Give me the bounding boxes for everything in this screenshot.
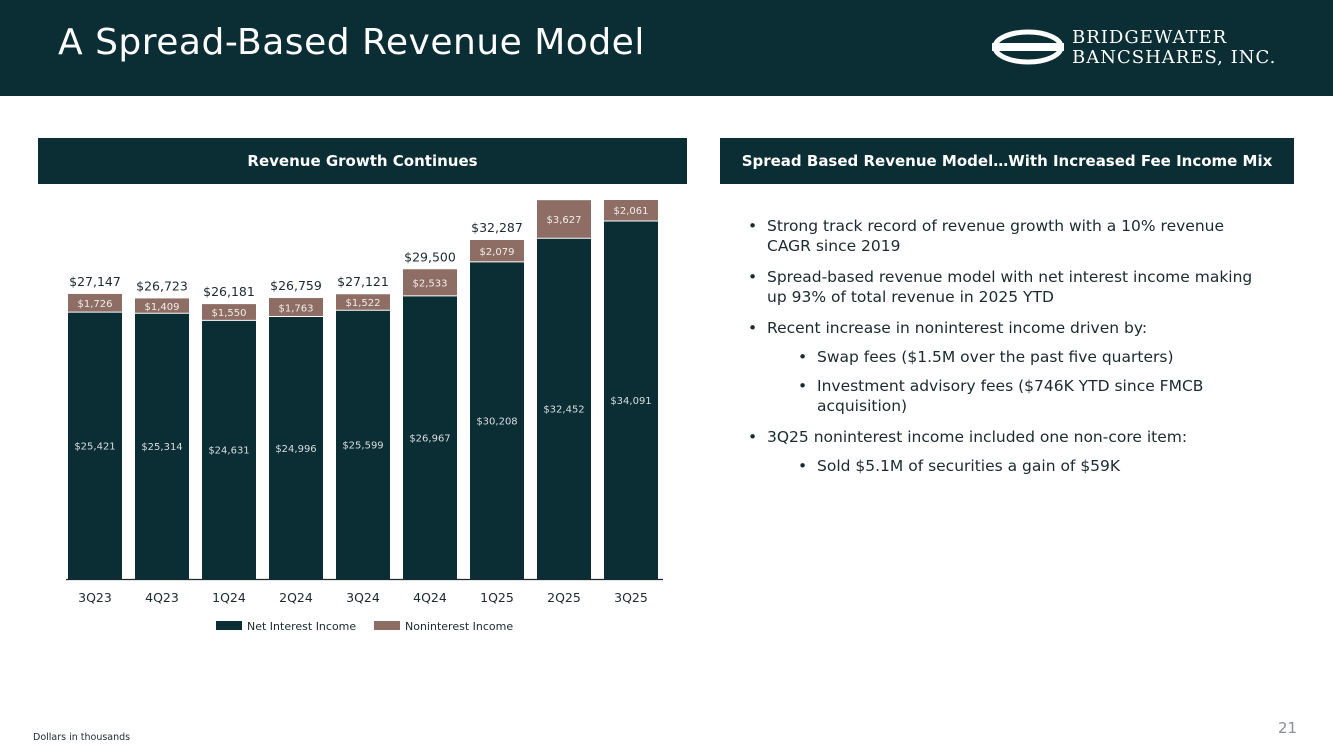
data-label-noninterest-income: $2,079 bbox=[480, 247, 515, 258]
sub-bullet-item: • Investment advisory fees ($746K YTD sin… bbox=[748, 376, 1268, 416]
bridgewater-logo-icon bbox=[992, 29, 1064, 65]
bullet-dot-icon: • bbox=[798, 377, 808, 395]
header-bar: A Spread-Based Revenue Model BRIDGEWATER… bbox=[0, 0, 1333, 96]
data-label-noninterest-income: $1,726 bbox=[78, 299, 113, 310]
x-tick-label: 2Q25 bbox=[547, 590, 581, 605]
bar-net-interest-income bbox=[604, 221, 658, 579]
data-label-total: $27,121 bbox=[337, 274, 389, 289]
bar-noninterest-income bbox=[135, 298, 189, 314]
logo-text-line2: BANCSHARES, INC. bbox=[1072, 47, 1277, 68]
bar-noninterest-income bbox=[470, 239, 524, 262]
bullet-text: Spread-based revenue model with net inte… bbox=[767, 268, 1253, 306]
sub-bullet-item: • Sold $5.1M of securities a gain of $59K bbox=[748, 456, 1268, 476]
x-tick-label: 1Q24 bbox=[212, 590, 246, 605]
x-tick-label: 4Q24 bbox=[413, 590, 447, 605]
revenue-chart: $25,421 $1,726 $27,147 3Q23 $25,314 $1,409 $26… bbox=[66, 200, 663, 633]
data-label-noninterest-income: $1,550 bbox=[212, 308, 247, 319]
data-label-noninterest-income: $1,522 bbox=[346, 298, 381, 309]
data-label-total: $26,723 bbox=[136, 278, 188, 293]
bar-noninterest-income bbox=[68, 293, 122, 313]
data-label-total: $26,759 bbox=[270, 278, 322, 293]
bar-noninterest-income bbox=[269, 298, 323, 317]
bullet-dot-icon: • bbox=[748, 217, 758, 235]
page-number: 21 bbox=[1278, 719, 1298, 737]
data-label-net-interest-income: $25,314 bbox=[141, 442, 182, 453]
bar-net-interest-income bbox=[135, 313, 189, 579]
x-tick-label: 1Q25 bbox=[480, 590, 514, 605]
legend-swatch-noninterest-income bbox=[374, 621, 400, 630]
bar-net-interest-income bbox=[269, 316, 323, 579]
bullet-text: Investment advisory fees ($746K YTD sinc… bbox=[817, 377, 1204, 415]
bar-net-interest-income bbox=[470, 261, 524, 579]
bullet-text: Swap fees ($1.5M over the past five quar… bbox=[817, 348, 1174, 366]
data-label-noninterest-income: $1,763 bbox=[279, 303, 314, 314]
x-tick-label: 4Q23 bbox=[145, 590, 179, 605]
bar-noninterest-income bbox=[336, 294, 390, 311]
bar-noninterest-income bbox=[537, 200, 591, 239]
bullet-item: • Recent increase in noninterest income d… bbox=[748, 318, 1268, 338]
bullet-dot-icon: • bbox=[798, 348, 808, 366]
bar-noninterest-income bbox=[202, 304, 256, 321]
data-label-net-interest-income: $25,599 bbox=[342, 441, 383, 452]
data-label-total: $26,181 bbox=[203, 284, 255, 299]
bullet-dot-icon: • bbox=[748, 428, 758, 446]
sub-bullet-item: • Swap fees ($1.5M over the past five qua… bbox=[748, 347, 1268, 367]
bullet-dot-icon: • bbox=[748, 268, 758, 286]
data-label-total: $32,287 bbox=[471, 220, 523, 235]
bar-net-interest-income bbox=[403, 295, 457, 579]
x-tick-label: 3Q23 bbox=[78, 590, 112, 605]
x-tick-label: 2Q24 bbox=[279, 590, 313, 605]
data-label-net-interest-income: $25,421 bbox=[74, 442, 115, 453]
bar-net-interest-income bbox=[68, 312, 122, 579]
data-label-net-interest-income: $26,967 bbox=[409, 433, 450, 444]
x-tick-label: 3Q24 bbox=[346, 590, 380, 605]
data-label-net-interest-income: $30,208 bbox=[476, 416, 517, 427]
x-tick-label: 3Q25 bbox=[614, 590, 648, 605]
company-logo: BRIDGEWATER BANCSHARES, INC. bbox=[992, 25, 1282, 71]
bullet-text: Strong track record of revenue growth wi… bbox=[767, 217, 1225, 255]
left-panel-title: Revenue Growth Continues bbox=[38, 138, 687, 184]
bar-noninterest-income bbox=[403, 269, 457, 296]
bar-net-interest-income bbox=[202, 320, 256, 579]
bar-noninterest-income bbox=[604, 200, 658, 222]
bar-net-interest-income bbox=[336, 310, 390, 579]
bullet-item: • Strong track record of revenue growth w… bbox=[748, 216, 1268, 256]
data-label-noninterest-income: $1,409 bbox=[145, 302, 180, 313]
data-label-net-interest-income: $34,091 bbox=[610, 396, 651, 407]
footnote: Dollars in thousands bbox=[33, 732, 131, 743]
logo-text-line1: BRIDGEWATER bbox=[1072, 27, 1228, 48]
bullet-text: Recent increase in noninterest income dr… bbox=[767, 319, 1148, 337]
legend-label-net-interest-income: Net Interest Income bbox=[247, 620, 356, 633]
page-title: A Spread-Based Revenue Model bbox=[58, 22, 645, 63]
bullet-dot-icon: • bbox=[748, 319, 758, 337]
data-label-total: $29,500 bbox=[404, 249, 456, 264]
data-label-net-interest-income: $24,631 bbox=[208, 446, 249, 457]
data-label-total: $27,147 bbox=[69, 274, 121, 289]
bullet-text: Sold $5.1M of securities a gain of $59K bbox=[817, 457, 1121, 475]
bullet-item: • 3Q25 noninterest income included one no… bbox=[748, 427, 1268, 447]
data-label-net-interest-income: $32,452 bbox=[543, 405, 584, 416]
data-label-noninterest-income: $2,533 bbox=[413, 279, 448, 290]
bullet-text: 3Q25 noninterest income included one non… bbox=[767, 428, 1188, 446]
bullet-item: • Spread-based revenue model with net int… bbox=[748, 267, 1268, 307]
bar-net-interest-income bbox=[537, 238, 591, 579]
right-panel-title: Spread Based Revenue Model…With Increase… bbox=[720, 138, 1294, 184]
data-label-noninterest-income: $2,061 bbox=[614, 206, 649, 217]
bullet-dot-icon: • bbox=[798, 457, 808, 475]
data-label-noninterest-income: $3,627 bbox=[547, 215, 582, 226]
bullet-list: • Strong track record of revenue growth w… bbox=[748, 216, 1268, 476]
legend-label-noninterest-income: Noninterest Income bbox=[405, 620, 513, 633]
data-label-net-interest-income: $24,996 bbox=[275, 444, 316, 455]
legend-swatch-net-interest-income bbox=[216, 621, 242, 630]
